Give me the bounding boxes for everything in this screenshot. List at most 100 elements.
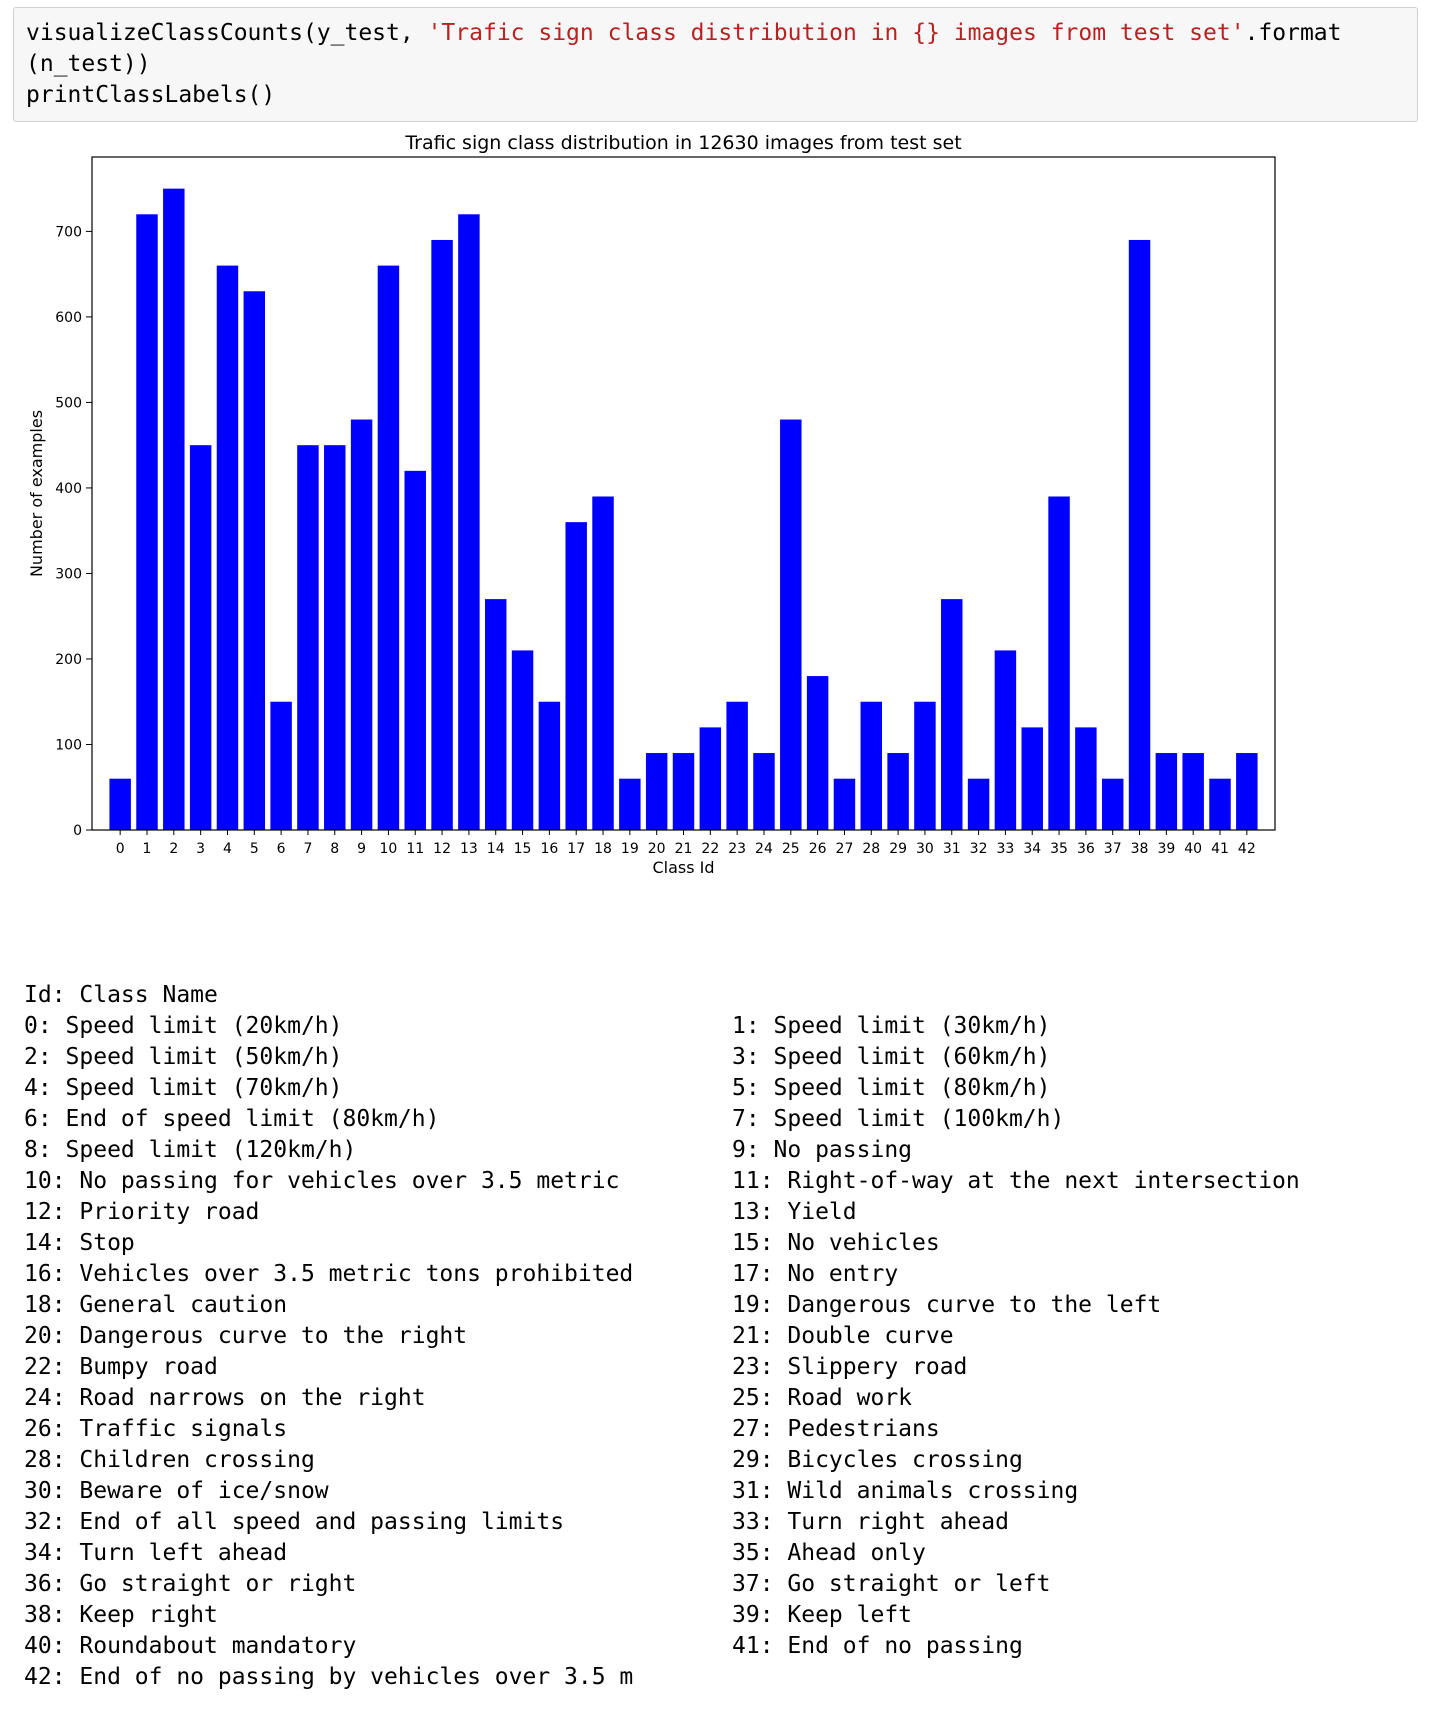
x-tick-label: 7 (303, 841, 312, 857)
bar-class-0 (109, 778, 131, 830)
class-label-row: 8: Speed limit (120km/h) 9: No passing (0, 1135, 1429, 1166)
x-tick-label: 34 (1023, 841, 1041, 857)
bar-class-3 (189, 445, 212, 830)
x-tick-label: 33 (996, 841, 1014, 857)
y-tick-label: 400 (55, 481, 82, 497)
class-label-entry: 2: Speed limit (50km/h) (24, 1044, 343, 1070)
bar-class-12 (431, 239, 453, 831)
x-tick-label: 24 (755, 841, 773, 857)
y-tick-label: 200 (55, 652, 82, 668)
bar-class-24 (753, 753, 775, 830)
x-tick-label: 30 (916, 841, 934, 857)
class-label-row: 22: Bumpy road 23: Slippery road (0, 1352, 1429, 1383)
class-label-entry: 8: Speed limit (120km/h) (24, 1137, 357, 1163)
x-tick-label: 17 (567, 841, 585, 857)
bar-class-5 (243, 291, 266, 830)
code-function-call: visualizeClassCounts(y_test, (26, 20, 428, 46)
x-tick-label: 35 (1050, 841, 1068, 857)
x-tick-label: 19 (621, 841, 639, 857)
class-label-entry: 27: Pedestrians (732, 1416, 940, 1442)
chart-title: Trafic sign class distribution in 12630 … (404, 132, 961, 154)
x-tick-label: 2 (169, 841, 178, 857)
bar-class-21 (672, 753, 695, 830)
bar-class-25 (780, 419, 802, 830)
plot-frame (91, 156, 1276, 831)
class-label-entry: 37: Go straight or left (732, 1571, 1051, 1597)
x-tick-label: 29 (889, 841, 907, 857)
bar-class-38 (1128, 239, 1151, 831)
class-label-row: 40: Roundabout mandatory 41: End of no pa… (0, 1631, 1429, 1662)
class-label-row: 6: End of speed limit (80km/h) 7: Speed l… (0, 1104, 1429, 1135)
class-label-row: 2: Speed limit (50km/h) 3: Speed limit (6… (0, 1042, 1429, 1073)
class-label-entry: 36: Go straight or right (24, 1571, 357, 1597)
x-tick-label: 14 (487, 841, 505, 857)
code-method-call: .format (1244, 20, 1342, 46)
class-label-row: 28: Children crossing 29: Bicycles crossi… (0, 1445, 1429, 1476)
class-label-entry: 35: Ahead only (732, 1540, 926, 1566)
x-tick-label: 31 (943, 841, 961, 857)
class-label-row: 30: Beware of ice/snow 31: Wild animals c… (0, 1476, 1429, 1507)
y-tick-label: 0 (73, 823, 82, 839)
class-label-entry: 19: Dangerous curve to the left (732, 1292, 1162, 1318)
class-label-row: 14: Stop 15: No vehicles (0, 1228, 1429, 1259)
x-tick-label: 36 (1077, 841, 1095, 857)
class-label-entry: 7: Speed limit (100km/h) (732, 1106, 1065, 1132)
x-tick-label: 6 (277, 841, 286, 857)
x-tick-label: 23 (728, 841, 746, 857)
class-label-entry: 12: Priority road (24, 1199, 260, 1225)
class-label-entry: 20: Dangerous curve to the right (24, 1323, 468, 1349)
bar-class-37 (1101, 778, 1124, 830)
bar-class-27 (833, 778, 856, 830)
bar-class-29 (887, 753, 909, 830)
class-label-entry: 40: Roundabout mandatory (24, 1633, 357, 1659)
class-label-entry: 4: Speed limit (70km/h) (24, 1075, 343, 1101)
x-tick-label: 20 (648, 841, 666, 857)
class-label-row: 18: General caution 19: Dangerous curve t… (0, 1290, 1429, 1321)
bar-class-8 (324, 445, 346, 830)
code-cell[interactable]: visualizeClassCounts(y_test, 'Trafic sig… (13, 7, 1418, 122)
class-label-row: 36: Go straight or right 37: Go straight … (0, 1569, 1429, 1600)
bar-class-34 (1021, 727, 1043, 830)
x-tick-label: 11 (406, 841, 424, 857)
bar-class-7 (297, 445, 319, 830)
class-label-entry: 3: Speed limit (60km/h) (732, 1044, 1051, 1070)
chart-container: 0 100 200 300 400 500 600 700 0 1 2 3 4 5 6 7 8 9 10 11 12 1… (0, 130, 1429, 980)
x-tick-label: 32 (970, 841, 988, 857)
x-tick-label: 26 (809, 841, 827, 857)
class-label-entry: 32: End of all speed and passing limits (24, 1509, 565, 1535)
x-tick-label: 38 (1131, 841, 1149, 857)
bar-class-42 (1236, 753, 1258, 830)
bar-class-39 (1155, 753, 1178, 830)
class-label-row: 16: Vehicles over 3.5 metric tons prohib… (0, 1259, 1429, 1290)
code-line-2: (n_test)) (26, 51, 151, 77)
x-tick-label: 13 (460, 841, 478, 857)
y-tick-label: 700 (55, 224, 82, 240)
x-tick-label: 3 (196, 841, 205, 857)
bar-class-22 (699, 727, 722, 830)
x-tick-label: 39 (1157, 841, 1175, 857)
bar-class-26 (806, 676, 829, 830)
class-label-entry: 14: Stop (24, 1230, 135, 1256)
class-label-entry: 18: General caution (24, 1292, 288, 1318)
x-tick-label: 1 (143, 841, 152, 857)
x-tick-label: 9 (357, 841, 366, 857)
x-tick-label: 21 (675, 841, 693, 857)
class-label-entry: 10: No passing for vehicles over 3.5 met… (24, 1168, 620, 1194)
class-label-row: 10: No passing for vehicles over 3.5 met… (0, 1166, 1429, 1197)
class-label-row: 20: Dangerous curve to the right 21: Doub… (0, 1321, 1429, 1352)
bar-class-19 (619, 778, 641, 830)
x-tick-label: 18 (594, 841, 612, 857)
bar-class-13 (458, 214, 480, 830)
x-tick-label: 16 (540, 841, 558, 857)
bar-class-31 (941, 599, 963, 830)
x-tick-label: 40 (1184, 841, 1202, 857)
bar-class-2 (163, 188, 185, 831)
x-tick-label: 10 (380, 841, 398, 857)
class-labels-output: Id: Class Name 0: Speed limit (20km/h) 1:… (0, 980, 1429, 1693)
bar-class-40 (1182, 753, 1204, 830)
class-label-entry: 30: Beware of ice/snow (24, 1478, 329, 1504)
class-label-entry: 15: No vehicles (732, 1230, 940, 1256)
class-label-entry: 28: Children crossing (24, 1447, 315, 1473)
x-tick-label: 22 (701, 841, 719, 857)
